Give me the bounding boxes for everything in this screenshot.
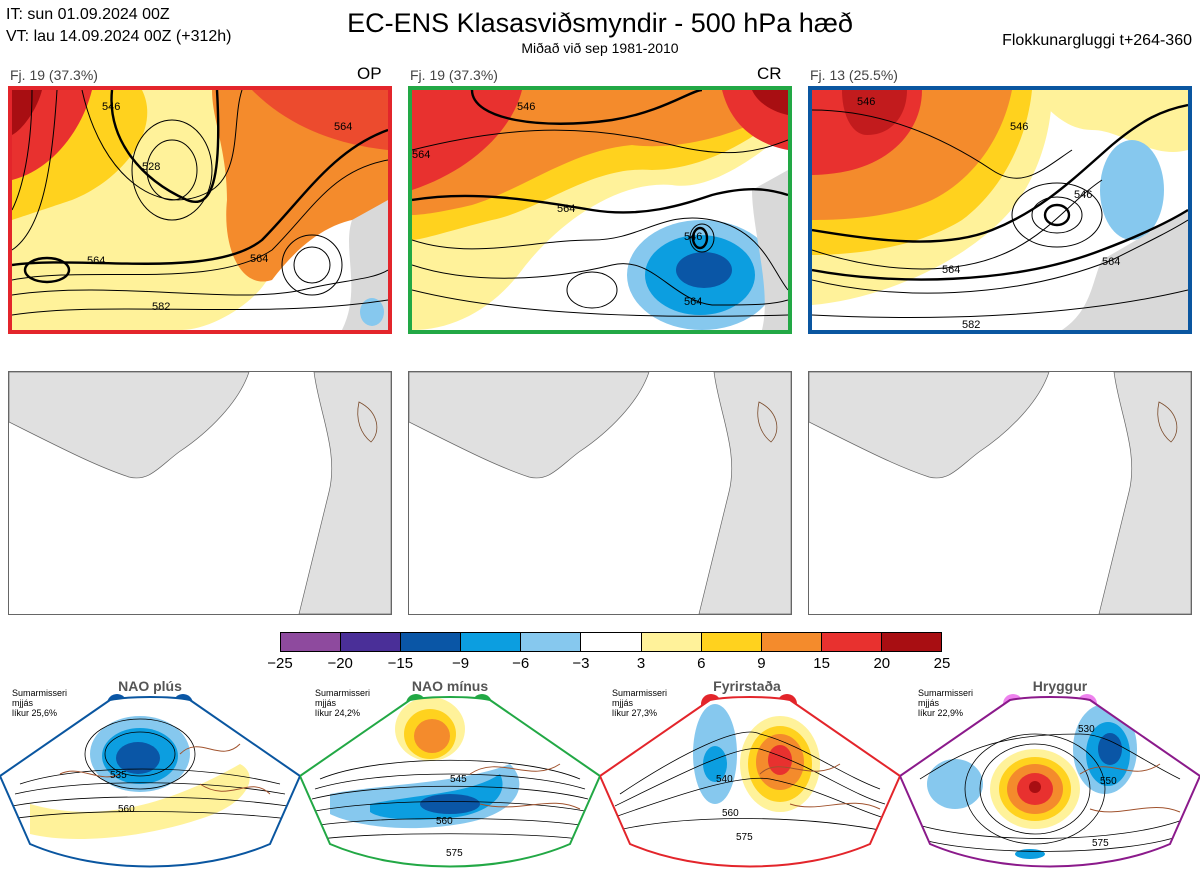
regime-1-season: Sumarmisseri (12, 688, 68, 698)
contour-label-3-3: 564 (942, 264, 960, 276)
colorbar-tick-label: 15 (813, 655, 830, 672)
colorbar-tick-label: 20 (873, 655, 891, 672)
regime-3-contour-1: 540 (716, 774, 733, 785)
classification-window: Flokkunargluggi t+264-360 (1002, 32, 1192, 49)
regime-2-contour-3: 575 (446, 848, 463, 859)
colorbar-cell-7 (701, 633, 762, 651)
contour-label-op-4: 582 (152, 301, 170, 313)
contour-label-cr-1: 564 (557, 203, 575, 215)
colorbar-cell-3 (461, 633, 522, 651)
base-map-2 (408, 371, 792, 615)
colorbar-cell-5 (581, 633, 642, 651)
panel-3-label: Fj. 13 (25.5%) (810, 67, 898, 83)
regime-2-info: Sumarmisseri mjjás líkur 24,2% (315, 688, 370, 718)
regime-1-avg: mjjás (12, 698, 34, 708)
regime-4-contour-1: 530 (1078, 724, 1095, 735)
regime-2-title: NAO mínus (411, 678, 489, 694)
contour-label-cr-4: 564 (412, 149, 430, 161)
regime-map-hryggur: 530 550 575 (900, 696, 1200, 868)
regime-4-info: Sumarmisseri mjjás líkur 22,9% (918, 688, 973, 718)
regime-map-nao-minus: 545 560 575 (300, 696, 600, 868)
regime-3-contour-3: 575 (736, 832, 753, 843)
regime-4-contour-3: 575 (1092, 838, 1109, 849)
contour-label-cr-3: 546 (684, 231, 702, 243)
panel-1-tag: OP (357, 64, 382, 83)
regime-4-season: Sumarmisseri (918, 688, 974, 698)
colorbar-cell-8 (761, 633, 822, 651)
regime-4-avg: mjjás (918, 698, 940, 708)
colorbar (280, 632, 942, 652)
regime-2-prob: líkur 24,2% (315, 708, 361, 718)
regime-1-info: Sumarmisseri mjjás líkur 25,6% (12, 688, 67, 718)
regime-1-prob: líkur 25,6% (12, 708, 58, 718)
colorbar-tick-label: 3 (636, 655, 646, 672)
contour-label-3-4: 564 (1102, 256, 1120, 268)
regime-3-prob: líkur 27,3% (612, 708, 658, 718)
panel-2-label: Fj. 19 (37.3%) (410, 67, 498, 83)
regime-2-avg: mjjás (315, 698, 337, 708)
contour-label-cr-2: 564 (684, 296, 702, 308)
colorbar-cell-2 (401, 633, 462, 651)
regime-4-title: Hryggur (1032, 678, 1088, 694)
regime-3-info: Sumarmisseri mjjás líkur 27,3% (612, 688, 667, 718)
panel-2-tag: CR (757, 64, 782, 83)
colorbar-tick-label: −25 (267, 655, 293, 672)
colorbar-cell-10 (881, 633, 942, 651)
contour-label-op-6: 528 (142, 161, 160, 173)
contour-label-3-6: 546 (857, 96, 875, 108)
colorbar-cell-6 (641, 633, 702, 651)
regime-map-fyrirstada: 540 560 575 (600, 696, 900, 868)
panel-1-label: Fj. 19 (37.3%) (10, 67, 98, 83)
colorbar-tick-label: −15 (387, 655, 414, 672)
regime-3-title: Fyrirstaða (713, 678, 781, 694)
contour-label-cr-5: 546 (517, 101, 535, 113)
cluster-map-cr: 564 564 546 564 546 (408, 86, 792, 334)
regime-1-title: NAO plús (118, 678, 182, 694)
page-title: EC-ENS Klasasviðsmyndir - 500 hPa hæð (347, 8, 853, 38)
regime-4-prob: líkur 22,9% (918, 708, 964, 718)
colorbar-cell-0 (281, 633, 342, 651)
regime-3-avg: mjjás (612, 698, 634, 708)
colorbar-tick-label: 6 (697, 655, 706, 672)
page-subtitle: Miðað við sep 1981-2010 (521, 40, 679, 56)
contour-label-op-1: 564 (87, 255, 105, 267)
colorbar-cell-9 (821, 633, 882, 651)
regime-3-contour-2: 560 (722, 808, 739, 819)
colorbar-tick-label: −6 (512, 655, 530, 672)
regime-1-contour-2: 560 (118, 804, 135, 815)
regime-2-season: Sumarmisseri (315, 688, 371, 698)
colorbar-cell-1 (341, 633, 402, 651)
regime-2-contour-1: 545 (450, 774, 467, 785)
colorbar-tick-label: −9 (451, 655, 470, 672)
cluster-map-3: 546 546 564 564 582 546 (808, 86, 1192, 334)
cluster-map-op: 564 564 564 582 546 528 (8, 86, 392, 334)
contour-label-op-2: 564 (334, 121, 352, 133)
colorbar-tick-label: −3 (572, 655, 590, 672)
contour-label-3-2: 546 (1074, 189, 1092, 201)
regime-4-contour-2: 550 (1100, 776, 1117, 787)
regime-map-nao-plus: 535 560 (0, 696, 300, 868)
initial-time: IT: sun 01.09.2024 00Z (6, 6, 170, 23)
colorbar-tick-label: 25 (933, 655, 951, 672)
valid-time: VT: lau 14.09.2024 00Z (+312h) (6, 28, 232, 45)
regime-1-contour-1: 535 (110, 770, 127, 781)
colorbar-tick-label: 9 (757, 655, 766, 672)
contour-label-op-5: 546 (102, 101, 120, 113)
contour-label-3-5: 582 (962, 319, 980, 330)
regime-3-season: Sumarmisseri (612, 688, 668, 698)
contour-label-op-3: 564 (250, 253, 268, 265)
base-map-1 (8, 371, 392, 615)
colorbar-tick-label: −20 (327, 655, 353, 672)
contour-label-3-1: 546 (1010, 121, 1028, 133)
base-map-3 (808, 371, 1192, 615)
regime-2-contour-2: 560 (436, 816, 453, 827)
colorbar-cell-4 (521, 633, 582, 651)
